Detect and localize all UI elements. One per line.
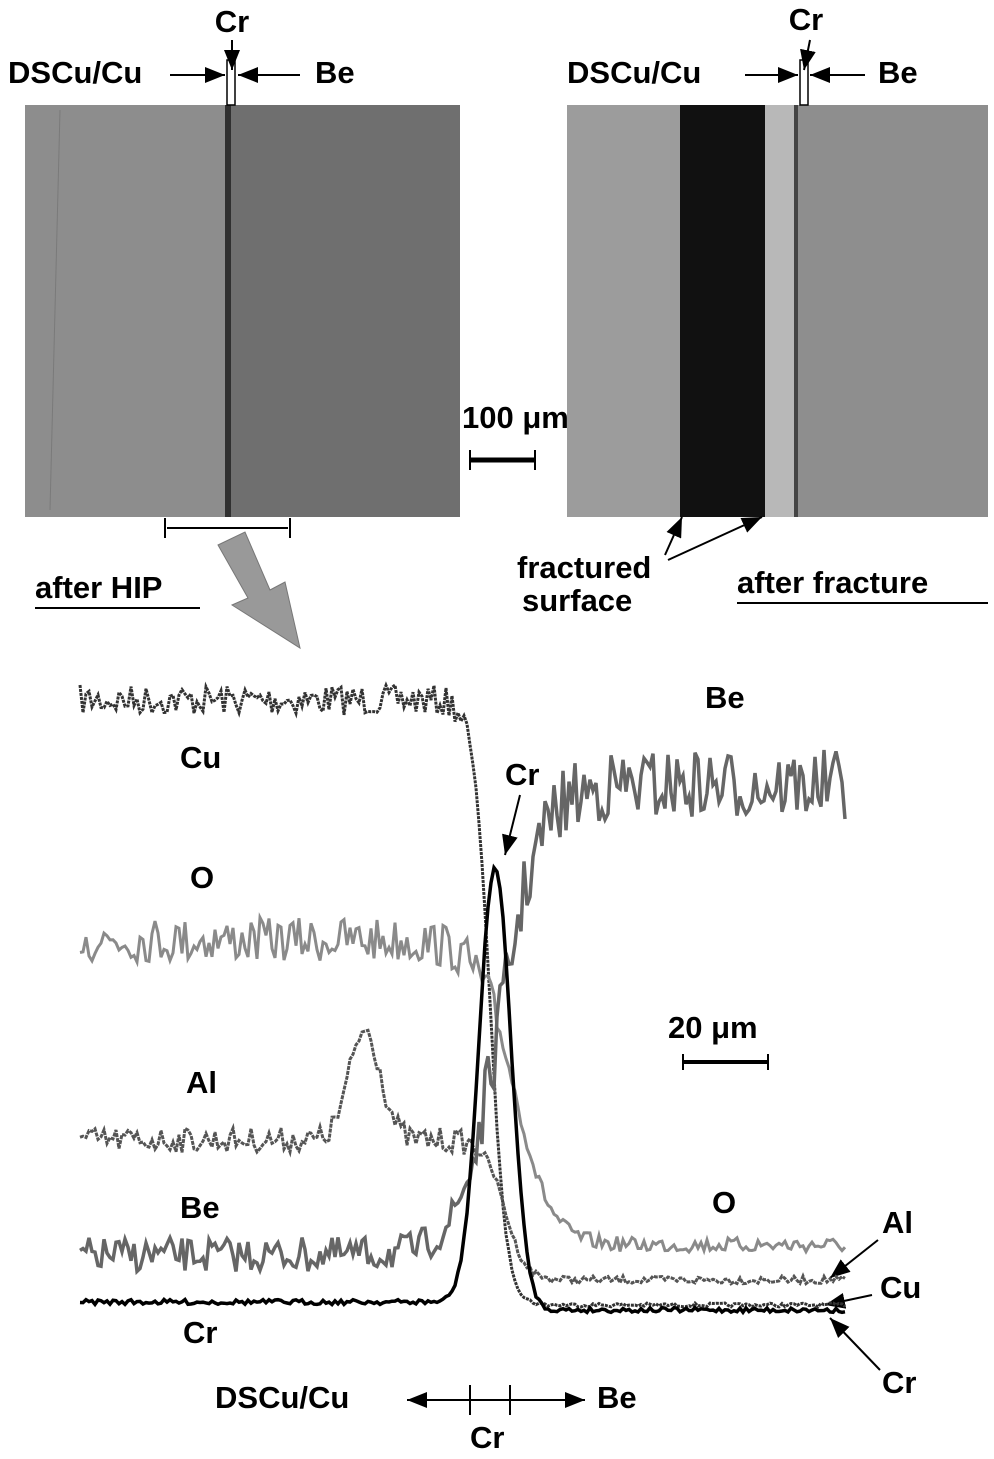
curve-label: O — [190, 860, 214, 895]
curve-label: Cu — [880, 1270, 921, 1305]
cr-label: Cr — [789, 2, 823, 37]
dscu-label: DSCu/Cu — [567, 55, 701, 90]
profile-curve — [79, 1028, 846, 1287]
be-label: Be — [878, 55, 918, 90]
scale-bar-label: 20 μm — [668, 1010, 758, 1045]
curve-label: Be — [705, 680, 745, 715]
curve-label: Cr — [505, 757, 539, 792]
cr-label: Cr — [215, 4, 249, 39]
curve-label: Cr — [882, 1365, 916, 1400]
axis-label: Cr — [470, 1420, 504, 1455]
caption: after fracture — [737, 565, 928, 600]
profile-curve — [79, 863, 846, 1316]
scale-bar-label: 100 μm — [462, 400, 569, 435]
curve-label: Cu — [180, 740, 221, 775]
curve-label: Cr — [183, 1315, 217, 1350]
curve-label: Be — [180, 1190, 220, 1225]
line-profiles — [78, 681, 847, 1316]
dscu-label: DSCu/Cu — [8, 55, 142, 90]
curve-label: Al — [882, 1205, 913, 1240]
be-label: Be — [315, 55, 355, 90]
profile-curve — [78, 681, 847, 1310]
axis-label: Be — [597, 1380, 637, 1415]
micrograph-after-hip — [25, 105, 460, 517]
profile-curve — [79, 749, 847, 1276]
curve-label: O — [712, 1185, 736, 1220]
axis-label: DSCu/Cu — [215, 1380, 349, 1415]
annotation: surface — [522, 583, 632, 618]
curve-label: Al — [186, 1065, 217, 1100]
annotation: fractured — [517, 550, 651, 585]
profile-curve — [79, 912, 847, 1256]
micrograph-after-fracture — [567, 105, 988, 517]
caption: after HIP — [35, 570, 162, 605]
